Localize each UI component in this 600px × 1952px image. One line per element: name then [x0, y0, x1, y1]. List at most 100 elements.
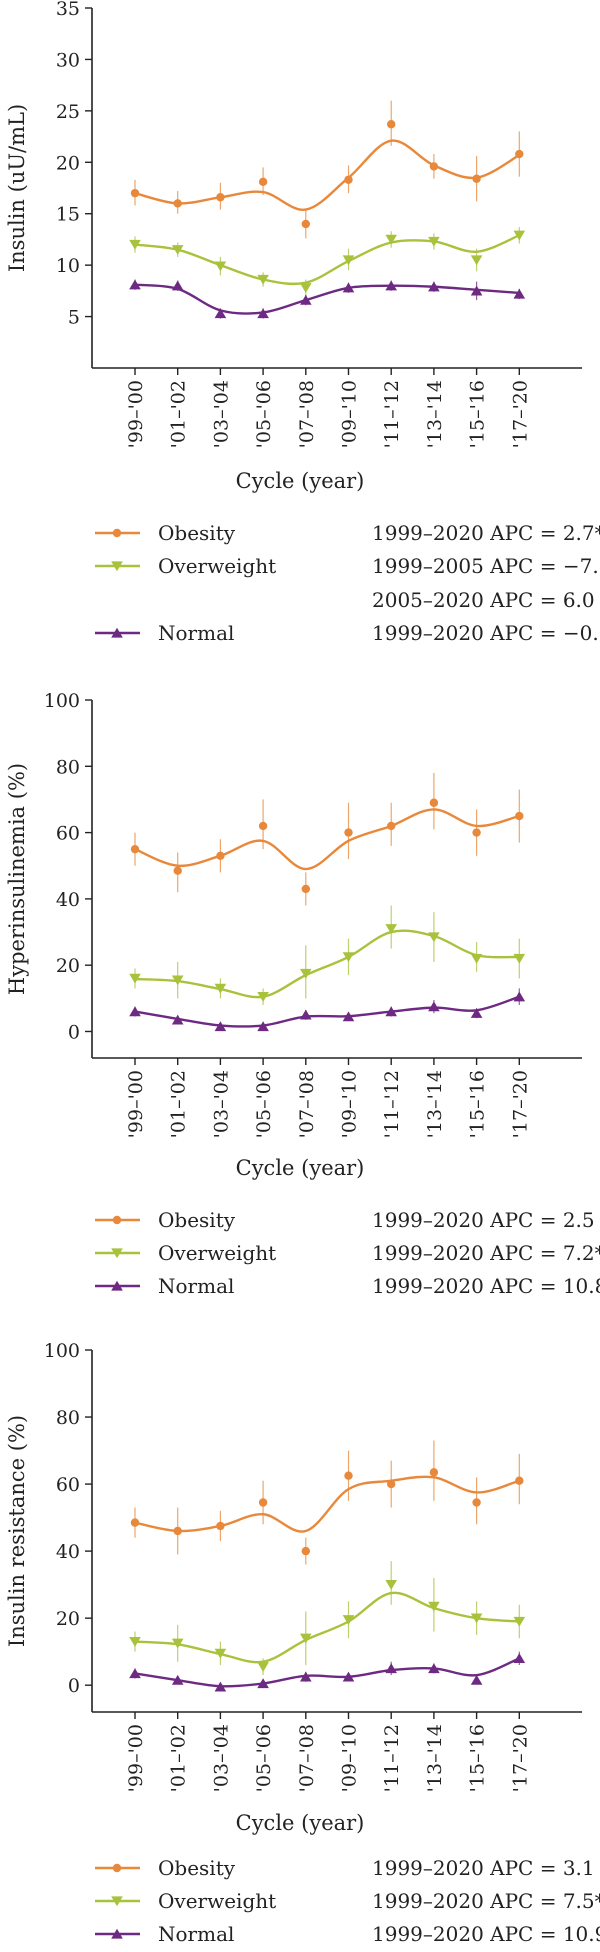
legend-marker	[111, 1248, 123, 1259]
data-point	[171, 1014, 184, 1025]
data-point	[129, 279, 141, 290]
y-tick-label: 15	[56, 204, 80, 226]
legend-marker	[111, 1896, 123, 1907]
y-tick-label: 80	[56, 756, 80, 778]
data-point	[342, 1671, 355, 1682]
x-tick-label: '05–'06	[253, 380, 275, 448]
data-point	[387, 821, 396, 831]
data-point	[257, 1662, 269, 1672]
legend-label: Obesity	[158, 521, 236, 545]
series-normal	[129, 1651, 526, 1692]
series-overweight	[129, 227, 526, 296]
x-tick-label: '11–'12	[381, 1724, 403, 1792]
x-tick-label: '05–'06	[253, 1070, 275, 1138]
data-point	[300, 968, 312, 979]
x-tick-label: '03–'04	[210, 380, 232, 448]
data-point	[472, 1498, 481, 1507]
x-tick-label: '09–'10	[339, 1724, 361, 1792]
data-point	[129, 1636, 141, 1647]
data-point	[429, 162, 439, 171]
data-point	[300, 283, 312, 293]
data-point	[171, 975, 184, 986]
trend-line	[134, 1657, 520, 1688]
data-point	[428, 932, 440, 943]
data-point	[129, 973, 141, 984]
trend-line	[134, 995, 520, 1028]
data-point	[385, 1006, 397, 1017]
chart-panel-1: 5 10 15 20 25 30 35 '99–'00 '01–'02 '03–'04 '05–'0…	[5, 0, 600, 645]
x-tick-label: '09–'10	[339, 380, 361, 448]
data-point	[129, 239, 141, 250]
y-tick-label: 60	[56, 1474, 80, 1496]
data-point	[258, 177, 268, 187]
data-point	[257, 1678, 269, 1689]
data-point	[472, 828, 481, 837]
x-tick-label: '17–'20	[509, 1070, 531, 1138]
y-tick-label: 60	[56, 823, 80, 845]
y-tick-label: 40	[56, 1541, 80, 1563]
data-point	[513, 1653, 526, 1664]
legend-apc: 1999–2020 APC = 10.8	[372, 1274, 600, 1298]
data-point	[429, 798, 439, 807]
series-overweight	[129, 1561, 526, 1676]
series-obesity	[130, 772, 524, 906]
series-overweight	[129, 905, 526, 1005]
trend-line	[134, 283, 520, 315]
data-point	[300, 1009, 312, 1020]
data-point	[130, 844, 140, 854]
data-point	[385, 1663, 397, 1674]
x-tick-label: '03–'04	[210, 1070, 232, 1138]
y-axis-label: Insulin (uU/mL)	[5, 104, 29, 272]
data-point	[428, 236, 440, 247]
data-point	[257, 992, 269, 1002]
y-tick-label: 0	[68, 1675, 80, 1697]
data-point	[344, 828, 353, 837]
x-tick-label: '15–'16	[467, 1070, 489, 1138]
legend-label: Normal	[158, 1274, 234, 1298]
data-point	[385, 924, 397, 934]
data-point	[300, 1633, 312, 1644]
data-point	[515, 811, 524, 821]
data-point	[258, 1498, 268, 1507]
legend-marker	[111, 1928, 123, 1939]
data-point	[214, 308, 227, 319]
y-tick-label: 5	[68, 307, 80, 329]
legend-apc: 1999–2020 APC = 2.5	[372, 1208, 595, 1232]
data-point	[216, 193, 225, 202]
data-point	[173, 199, 182, 208]
legend-label: Overweight	[158, 554, 276, 578]
data-point	[129, 1668, 141, 1679]
trend-line	[134, 234, 520, 286]
data-point	[385, 280, 397, 291]
y-tick-label: 10	[56, 255, 80, 277]
data-point	[470, 255, 483, 266]
data-point	[301, 219, 310, 229]
data-point	[173, 866, 182, 875]
legend-label: Overweight	[158, 1889, 276, 1913]
legend-apc: 1999–2020 APC = −0.6	[372, 621, 600, 645]
x-tick-label: '05–'06	[253, 1724, 275, 1792]
data-point	[342, 952, 355, 963]
data-point	[301, 1546, 310, 1556]
x-axis-label: Cycle (year)	[236, 1156, 365, 1180]
x-tick-label: '99–'00	[125, 380, 147, 448]
legend-label: Normal	[158, 621, 234, 645]
data-point	[257, 1021, 269, 1032]
x-tick-label: '01–'02	[168, 380, 190, 448]
y-axis-label: Insulin resistance (%)	[5, 1415, 29, 1647]
data-point	[428, 1601, 440, 1612]
series-normal	[129, 988, 526, 1032]
data-point	[515, 1476, 524, 1485]
legend-label: Overweight	[158, 1241, 276, 1265]
y-tick-label: 80	[56, 1407, 80, 1429]
trend-line	[134, 808, 520, 871]
x-tick-label: '15–'16	[467, 1724, 489, 1792]
data-point	[470, 953, 483, 964]
x-tick-label: '17–'20	[509, 380, 531, 448]
series-obesity	[130, 100, 524, 239]
data-point	[470, 1674, 483, 1685]
data-point	[214, 1021, 227, 1032]
data-point	[428, 1001, 440, 1012]
x-tick-label: '99–'00	[125, 1070, 147, 1138]
